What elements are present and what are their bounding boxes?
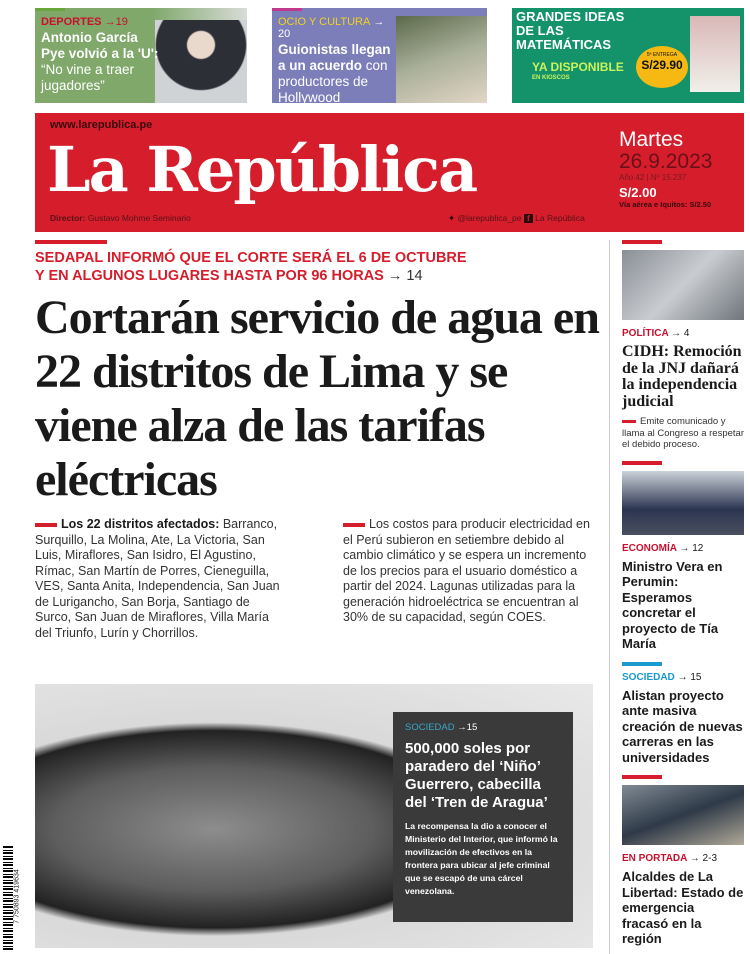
promo-delivery: 5ª ENTREGA bbox=[646, 52, 678, 58]
director-label: Director: bbox=[50, 213, 86, 223]
story-body: La recompensa la dio a conocer el Minist… bbox=[405, 821, 558, 896]
teaser-page: →19 bbox=[104, 16, 128, 28]
sidebar-subtext: Emite comunicado y llama al Congreso a r… bbox=[622, 416, 744, 450]
main-kicker: SEDAPAL INFORMÓ QUE EL CORTE SERÁ EL 6 D… bbox=[35, 249, 475, 285]
facebook-icon: f bbox=[523, 214, 533, 223]
section-rule bbox=[622, 661, 662, 666]
article-column-1: Los 22 distritos afectados: Barranco, Su… bbox=[35, 517, 285, 641]
sidebar-item-politica[interactable]: POLÍTICA → 4 CIDH: Remoción de la JNJ da… bbox=[622, 240, 744, 451]
lead-story: SEDAPAL INFORMÓ QUE EL CORTE SERÁ EL 6 D… bbox=[35, 240, 605, 641]
kicker-text: SEDAPAL INFORMÓ QUE EL CORTE SERÁ EL 6 D… bbox=[35, 250, 467, 284]
news-photo bbox=[622, 250, 744, 320]
teaser-section: DEPORTES bbox=[41, 16, 102, 28]
site-url[interactable]: www.larepublica.pe bbox=[50, 119, 153, 131]
sidebar: POLÍTICA → 4 CIDH: Remoción de la JNJ da… bbox=[622, 240, 744, 947]
story-headline: 500,000 soles por paradero del ‘Niño’ Gu… bbox=[405, 740, 548, 811]
sidebar-headline: Alcaldes de La Libertad: Estado de emerg… bbox=[622, 869, 744, 946]
section-rule bbox=[272, 8, 302, 11]
section-rule bbox=[35, 240, 107, 244]
sidebar-headline: Ministro Vera en Perumin: Esperamos conc… bbox=[622, 558, 723, 652]
article-column-2: Los costos para producir electricidad en… bbox=[343, 517, 593, 641]
sidebar-headline: CIDH: Remoción de la JNJ dañará la indep… bbox=[622, 343, 742, 410]
bullet-dash bbox=[35, 522, 57, 527]
section-rule bbox=[35, 8, 65, 11]
date: 26.9.2023 bbox=[619, 150, 713, 173]
teaser-section: OCIO Y CULTURA bbox=[278, 16, 371, 28]
districts-list: Barranco, Surquillo, La Molina, Ate, La … bbox=[35, 517, 280, 640]
sidebar-section: EN PORTADA bbox=[622, 853, 687, 864]
masthead: www.larepublica.pe La República Director… bbox=[35, 113, 744, 232]
news-photo bbox=[622, 785, 744, 845]
sidebar-item-sociedad[interactable]: SOCIEDAD → 15 Alistan proyecto ante masi… bbox=[622, 661, 744, 766]
story-section: SOCIEDAD bbox=[405, 722, 455, 733]
weekday: Martes bbox=[619, 128, 684, 151]
promo-where: EN KIOSCOS bbox=[532, 75, 570, 81]
main-headline: Cortarán servicio de agua en 22 distrito… bbox=[35, 291, 600, 506]
barcode-number: 7 750893 419634 bbox=[13, 869, 21, 924]
teaser-deportes[interactable]: DEPORTES →19 Antonio García Pye volvió a… bbox=[35, 8, 247, 103]
kicker-page: → 14 bbox=[387, 268, 423, 284]
teaser-headline-bold: Guionistas llegan a un acuerdo bbox=[278, 42, 391, 73]
teaser-photo bbox=[155, 20, 247, 103]
newspaper-logo: La República bbox=[47, 133, 478, 206]
sidebar-section: POLÍTICA bbox=[622, 328, 669, 339]
sidebar-page: → 4 bbox=[671, 328, 690, 339]
story-page: →15 bbox=[457, 722, 478, 733]
districts-label: Los 22 distritos afectados: bbox=[61, 517, 220, 531]
teaser-headline: con productores de Hollywood bbox=[278, 58, 388, 103]
sidebar-section: ECONOMÍA bbox=[622, 542, 677, 554]
sidebar-item-economia[interactable]: ECONOMÍA → 12 Ministro Vera en Perumin: … bbox=[622, 460, 744, 652]
twitter-icon: ✦ bbox=[448, 213, 456, 223]
facebook-page[interactable]: La República bbox=[535, 213, 585, 223]
teaser-photo bbox=[396, 16, 487, 103]
price-alt: Vía aérea e Iquitos: S/2.50 bbox=[619, 200, 712, 209]
promo-price: S/29.90 bbox=[641, 58, 683, 72]
teaser-headline-bold: Antonio García Pye volvió a la 'U': bbox=[41, 30, 159, 61]
book-cover bbox=[690, 16, 740, 92]
promo-title: GRANDES IDEAS DE LAS MATEMÁTICAS bbox=[516, 9, 625, 52]
sidebar-section: SOCIEDAD bbox=[622, 671, 675, 683]
sidebar-page: → 2-3 bbox=[689, 853, 718, 864]
sidebar-page: → 15 bbox=[677, 671, 702, 683]
teaser-page: → 20 bbox=[278, 16, 385, 40]
teaser-headline: “No vine a traer jugadores” bbox=[41, 62, 135, 93]
barcode bbox=[3, 845, 13, 950]
sidebar-item-en-portada[interactable]: EN PORTADA → 2-3 Alcaldes de La Libertad… bbox=[622, 775, 744, 947]
twitter-handle[interactable]: @larepublica_pe bbox=[457, 213, 522, 223]
photo-story-box[interactable]: SOCIEDAD →15 500,000 soles por paradero … bbox=[393, 712, 573, 922]
promo-matematicas[interactable]: GRANDES IDEAS DE LAS MATEMÁTICAS YA DISP… bbox=[512, 8, 744, 103]
sidebar-headline: Alistan proyecto ante masiva creación de… bbox=[622, 687, 743, 765]
promo-available: YA DISPONIBLE bbox=[532, 60, 624, 74]
price: S/2.00 bbox=[619, 185, 657, 200]
price-badge: 5ª ENTREGA S/29.90 bbox=[636, 46, 688, 88]
bullet-dash bbox=[343, 522, 365, 527]
teaser-ocio-cultura[interactable]: OCIO Y CULTURA → 20 Guionistas llegan a … bbox=[272, 8, 487, 103]
director-name: Gustavo Mohme Seminario bbox=[87, 213, 191, 223]
bullet-dash bbox=[622, 419, 636, 423]
column-divider bbox=[609, 240, 610, 954]
news-photo bbox=[622, 470, 744, 535]
section-rule bbox=[622, 460, 662, 465]
electricity-text: Los costos para producir electricidad en… bbox=[343, 517, 590, 624]
issue-number: Año 42 | Nº 15.237 bbox=[619, 173, 687, 182]
sidebar-page: → 12 bbox=[679, 542, 704, 554]
section-rule bbox=[622, 775, 662, 779]
section-rule bbox=[622, 240, 662, 244]
